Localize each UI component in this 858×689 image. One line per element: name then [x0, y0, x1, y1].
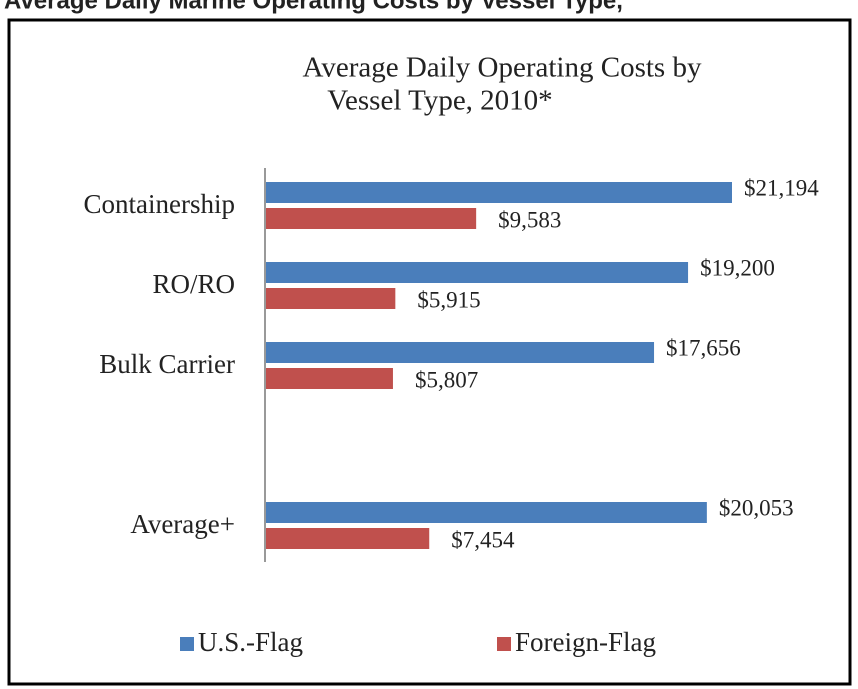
category-label: RO/RO: [152, 269, 235, 299]
value-label: $19,200: [700, 255, 775, 280]
value-label: $17,656: [666, 335, 741, 360]
legend-swatch: [180, 637, 194, 651]
bar: [266, 288, 396, 309]
bar: [266, 182, 732, 203]
bar: [266, 208, 477, 229]
value-label: $9,583: [498, 207, 561, 232]
value-label: $5,807: [415, 367, 478, 392]
frame: [7, 18, 852, 686]
category-label: Bulk Carrier: [99, 349, 235, 379]
chart-title: Average Daily Operating Costs by: [303, 52, 702, 84]
bar: [266, 262, 689, 283]
legend-label: Foreign-Flag: [515, 627, 656, 657]
bar: [266, 502, 707, 523]
legend-label: U.S.-Flag: [198, 627, 303, 657]
value-label: $5,915: [417, 287, 480, 312]
bar: [266, 368, 393, 389]
category-label: Containership: [84, 189, 235, 219]
caption: Average Daily Marine Operating Costs by …: [4, 0, 623, 14]
chart-title: Vessel Type, 2010*: [327, 85, 552, 117]
legend-swatch: [497, 637, 511, 651]
value-label: $20,053: [719, 495, 794, 520]
value-label: $7,454: [451, 527, 515, 552]
bar: [266, 342, 655, 363]
category-label: Average+: [130, 509, 235, 539]
bar: [266, 528, 430, 549]
value-label: $21,194: [744, 175, 819, 200]
